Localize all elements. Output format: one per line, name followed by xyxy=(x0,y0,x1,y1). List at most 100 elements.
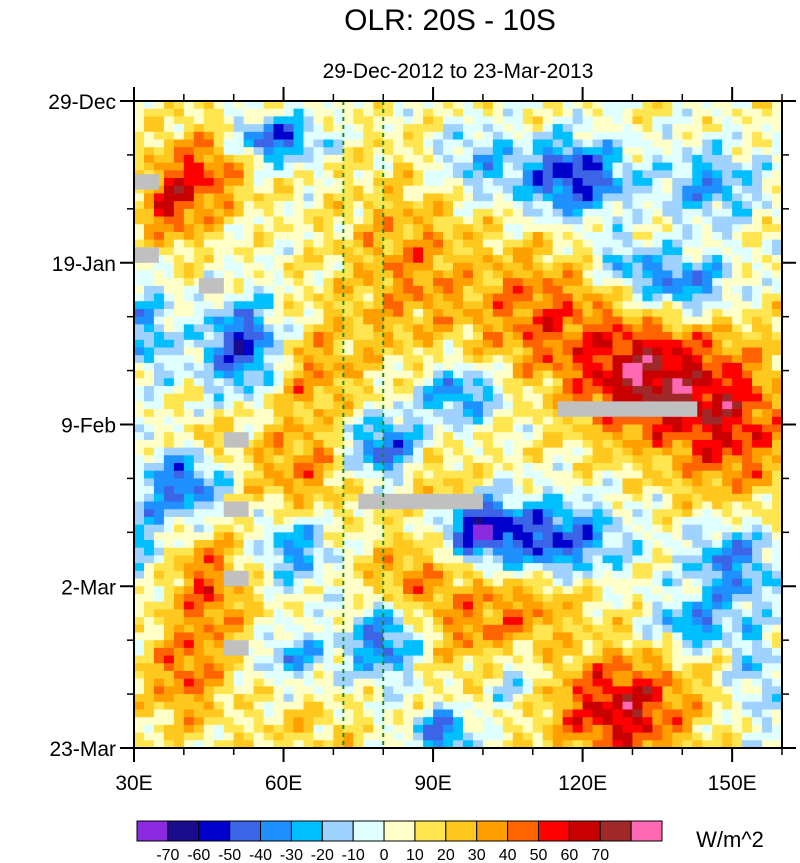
heat-cell xyxy=(183,624,195,634)
heat-cell xyxy=(582,432,594,441)
heat-cell xyxy=(722,247,733,256)
heat-cell xyxy=(273,724,285,734)
heat-cell xyxy=(712,547,723,557)
heat-cell xyxy=(173,424,185,433)
heat-cell xyxy=(662,470,673,480)
heat-cell xyxy=(243,339,255,349)
heat-cell xyxy=(413,131,424,141)
heat-cell xyxy=(353,586,364,595)
heat-cell xyxy=(462,570,474,580)
heat-cell xyxy=(443,486,454,495)
heat-cell xyxy=(403,231,414,241)
heat-cell xyxy=(472,247,484,256)
heat-cell xyxy=(363,347,374,356)
heat-cell xyxy=(333,355,344,364)
heat-cell xyxy=(163,147,175,156)
heat-cell xyxy=(612,686,624,695)
heat-cell xyxy=(213,640,225,649)
heat-cell xyxy=(143,655,155,664)
heat-cell xyxy=(632,378,644,387)
heat-cell xyxy=(343,147,354,156)
heat-cell xyxy=(612,678,624,687)
heat-cell xyxy=(462,208,474,218)
heat-cell xyxy=(612,570,624,580)
heat-cell xyxy=(343,185,354,195)
heat-cell xyxy=(163,470,175,480)
heat-cell xyxy=(163,463,175,472)
heat-cell xyxy=(393,632,404,641)
heat-cell xyxy=(702,239,713,248)
heat-cell xyxy=(383,455,394,464)
heat-cell xyxy=(443,663,454,672)
heat-cell xyxy=(462,231,474,241)
heat-cell xyxy=(562,139,574,148)
heat-cell xyxy=(622,732,634,741)
heat-cell xyxy=(692,139,703,148)
heat-cell xyxy=(462,424,474,433)
heat-cell xyxy=(353,270,364,279)
heat-cell xyxy=(363,563,374,572)
heat-cell xyxy=(662,170,673,179)
heat-cell xyxy=(672,540,683,549)
heat-cell xyxy=(323,547,334,557)
heat-cell xyxy=(134,617,145,626)
heat-cell xyxy=(532,147,544,156)
heat-cell xyxy=(273,732,285,741)
heat-cell xyxy=(403,570,414,580)
heat-cell xyxy=(712,709,723,718)
heat-cell xyxy=(482,308,494,318)
heat-cell xyxy=(223,162,235,171)
heat-cell xyxy=(203,524,215,533)
heat-cell xyxy=(323,393,334,402)
heat-cell xyxy=(413,455,424,464)
heat-cell xyxy=(323,524,334,533)
heat-cell xyxy=(413,193,424,202)
heat-cell xyxy=(453,162,464,171)
heat-cell xyxy=(413,516,424,526)
heat-cell xyxy=(492,601,504,610)
heat-cell xyxy=(403,609,414,618)
heat-cell xyxy=(582,632,594,641)
heat-cell xyxy=(443,647,454,657)
heat-cell xyxy=(652,278,663,287)
heat-cell xyxy=(522,694,534,703)
heat-cell xyxy=(552,201,564,210)
heat-cell xyxy=(223,524,235,533)
heat-cell xyxy=(542,224,554,233)
heat-cell xyxy=(293,540,305,549)
heat-cell xyxy=(233,231,245,241)
heat-cell xyxy=(193,709,205,718)
heat-cell xyxy=(462,293,474,302)
heat-cell xyxy=(662,185,673,195)
heat-cell xyxy=(552,701,564,711)
heat-cell xyxy=(263,293,275,302)
heat-cell xyxy=(403,224,414,233)
heat-cell xyxy=(383,308,394,318)
heat-cell xyxy=(413,478,424,487)
heat-cell xyxy=(393,201,404,210)
heat-cell xyxy=(393,285,404,295)
heat-cell xyxy=(482,694,494,703)
heat-cell xyxy=(183,424,195,433)
heat-cell xyxy=(682,154,693,164)
heat-cell xyxy=(492,632,504,641)
heat-cell xyxy=(662,717,673,726)
heat-cell xyxy=(462,632,474,641)
heat-cell xyxy=(333,686,344,695)
heat-cell xyxy=(333,678,344,687)
heat-cell xyxy=(343,509,354,518)
heat-cell xyxy=(672,355,683,364)
heat-cell xyxy=(512,185,524,195)
heat-cell xyxy=(642,493,653,503)
heat-cell xyxy=(193,162,205,171)
heat-cell xyxy=(293,547,305,557)
heat-cell xyxy=(333,247,344,256)
heat-cell xyxy=(482,247,494,256)
heat-cell xyxy=(134,547,145,557)
heat-cell xyxy=(183,540,195,549)
heat-cell xyxy=(173,501,185,510)
heat-cell xyxy=(153,455,165,464)
heat-cell xyxy=(662,732,673,741)
heat-cell xyxy=(602,632,614,641)
heat-cell xyxy=(572,355,584,364)
